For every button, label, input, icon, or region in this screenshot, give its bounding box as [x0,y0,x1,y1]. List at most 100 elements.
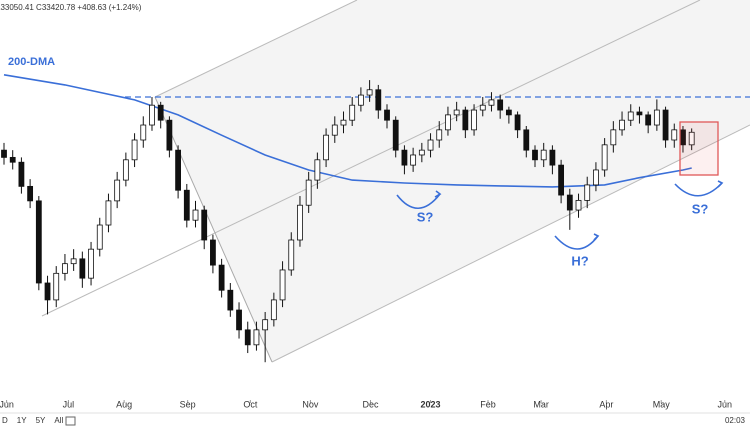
candle-body [662,109,669,141]
range-button[interactable]: 1Y [17,416,27,425]
arrow-head [434,190,442,198]
range-button[interactable]: All [54,416,63,425]
candle-body [279,269,286,301]
candle-body [593,169,599,186]
candle-body [418,149,425,156]
candle-body [566,194,573,211]
candle-body [331,124,338,136]
range-button[interactable]: D [2,416,8,425]
trend-line [271,124,750,363]
candle-body [488,99,495,106]
candle-body [27,185,34,202]
candle-body [619,119,625,131]
x-tick-label: Mar [533,399,549,409]
candle-body [262,319,269,331]
candle-body [357,94,364,106]
series-label: 200-DMA [8,56,55,68]
candle-body [192,209,199,221]
candle-body [514,114,521,131]
trend-line [154,96,273,363]
candle-body [314,159,321,181]
annotation: S? [417,209,434,224]
calendar-icon[interactable] [65,416,76,426]
candle-body [183,189,190,221]
trend-line [154,0,358,98]
candle-body [35,200,42,284]
candle-body [149,104,155,126]
candle-body [497,99,504,111]
candle-body [18,161,25,187]
channel-fill [155,0,750,362]
candle-body [671,129,678,141]
candle-body [427,139,434,151]
annotation: H? [571,253,588,268]
candle-body [305,179,312,206]
candle-body [288,239,295,271]
candle-body [410,154,417,166]
candle-body [653,109,660,126]
x-tick-label: 2023 [421,399,441,409]
arrow [554,235,599,250]
candle-body [392,119,399,151]
x-tick-label: Dec [362,399,379,409]
candle-body [645,114,652,126]
candle-body [53,272,60,301]
arrow [674,182,723,197]
candle-body [244,329,251,346]
candle-body [532,149,538,161]
annotation: S? [692,201,709,216]
candle-body [471,109,477,131]
candle-body [227,289,234,311]
candle-body [401,149,408,166]
x-tick-label: Jun [717,399,732,409]
candle-body [270,299,277,321]
moving-average-line [3,74,692,188]
arrow-head [593,233,600,241]
candle-body [253,329,260,346]
arrow [396,193,441,210]
candle-body [175,149,181,191]
candle-body [88,248,94,279]
candle-body [210,239,216,266]
candle-body [323,134,329,161]
x-tick-label: Nov [302,399,319,409]
candle-body [584,184,591,201]
candle-body [453,109,460,116]
candle-body [114,179,121,202]
candle-body [1,149,7,158]
candle-body [157,104,164,121]
range-button[interactable]: 5Y [36,416,46,425]
x-tick-label: Sep [180,399,196,409]
candle-body [540,149,547,161]
candle-body [44,282,51,301]
candle-body [236,309,242,331]
x-tick-label: Oct [243,399,258,409]
candle-body [601,144,608,171]
candle-body [105,200,112,226]
ohlc-header: L33050.41 C33420.78 +408.63 (+1.24%) [0,3,142,12]
candle-body [688,131,695,146]
candle-body [636,111,643,116]
candle-body [505,109,512,116]
candle-body [218,264,225,291]
candle-body [140,124,147,141]
candle-body [297,204,303,241]
x-tick-label: Aug [116,399,132,409]
candle-body [479,104,486,111]
candle-body [523,129,530,151]
candle-body [166,119,173,151]
arrow-head [717,180,724,188]
candle-body [610,129,617,146]
candle-body [366,89,373,96]
trend-line [41,0,701,317]
candle-body [340,119,347,126]
x-tick-label: Apr [599,399,613,409]
candle-body [96,224,103,250]
candle-body [9,156,16,163]
candle-body [627,111,634,121]
x-tick-label: Jul [63,399,75,409]
x-tick-label: Feb [480,399,496,409]
candle-body [70,258,77,265]
candle-body [445,114,451,131]
